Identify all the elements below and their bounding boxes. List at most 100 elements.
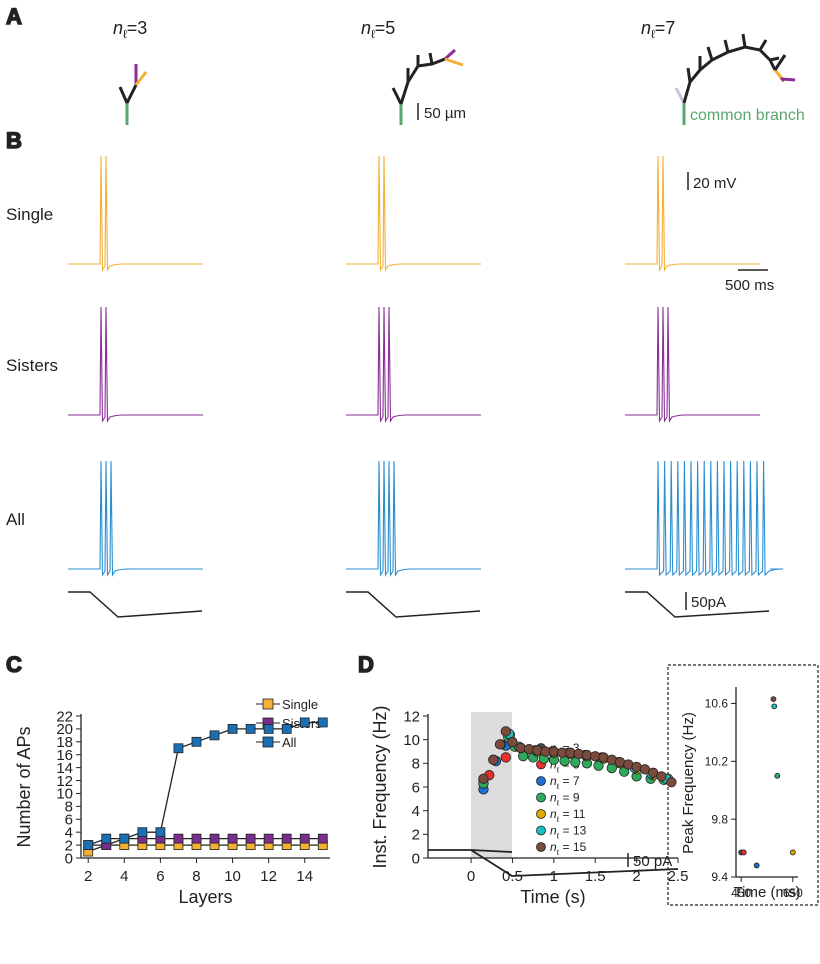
marker: [245, 833, 256, 844]
marker: [507, 736, 518, 748]
symbol-label: nℓ=5: [361, 18, 395, 41]
symbol-label: nℓ=3: [113, 18, 147, 41]
symbol-label: nℓ = 7: [550, 774, 580, 791]
legend-label: 7: [573, 774, 580, 788]
symbol-sub: ℓ: [651, 28, 655, 41]
voltage-trace: [68, 155, 203, 272]
legend-eq: =: [559, 774, 573, 788]
y-axis-title: Peak Frequency (Hz): [680, 712, 697, 854]
legend-label: 15: [573, 840, 587, 854]
symbol-sub: ℓ: [371, 28, 375, 41]
x-tick-label: 2: [84, 868, 92, 885]
symbol-base: n: [641, 18, 651, 38]
voltage-trace: [625, 155, 760, 272]
symbol-sub: ℓ: [556, 832, 560, 841]
x-tick-label: 2: [632, 868, 640, 885]
x-tick-label: 12: [260, 868, 277, 885]
symbol-base: n: [550, 824, 557, 838]
column-value: =3: [127, 18, 148, 38]
marker: [488, 754, 499, 765]
legend-label: 9: [573, 791, 580, 805]
symbol-label: nℓ = 15: [550, 840, 587, 857]
legend-marker: [262, 736, 274, 748]
scale-label: 500 ms: [725, 277, 774, 294]
legend-label: All: [282, 735, 297, 750]
panel-label: D: [358, 652, 374, 677]
y-tick-label: 10.6: [705, 697, 729, 711]
marker: [155, 827, 166, 838]
symbol-sub: ℓ: [556, 766, 560, 775]
scale-label: 50 pA: [633, 853, 672, 870]
marker: [317, 833, 328, 844]
y-tick-label: 0: [65, 850, 73, 867]
marker: [137, 827, 148, 838]
scale-label: 20 mV: [693, 175, 736, 192]
voltage-trace: [625, 306, 760, 423]
row-label: Single: [6, 205, 53, 224]
marker: [263, 833, 274, 844]
y-tick-label: 12: [403, 708, 420, 725]
marker: [500, 726, 511, 737]
marker: [281, 724, 292, 734]
marker: [83, 840, 94, 850]
y-tick-label: 10.2: [705, 755, 729, 769]
y-tick-label: 20: [56, 721, 73, 738]
voltage-trace: [68, 460, 203, 577]
legend-label: 11: [573, 807, 586, 821]
marker: [753, 862, 760, 869]
x-tick-label: 1: [550, 868, 558, 885]
legend-eq: =: [559, 807, 573, 821]
panel-label: B: [6, 128, 22, 153]
symbol-base: n: [113, 18, 123, 38]
y-tick-label: 22: [56, 708, 73, 725]
legend-label: 13: [573, 824, 587, 838]
y-tick-label: 10: [56, 786, 73, 803]
x-tick-label: 14: [296, 868, 313, 885]
symbol-base: n: [550, 774, 557, 788]
y-axis-title: Inst. Frequency (Hz): [370, 705, 390, 868]
marker: [263, 724, 274, 734]
symbol-sub: ℓ: [556, 848, 560, 857]
y-tick-label: 2: [412, 827, 420, 844]
symbol-base: n: [361, 18, 371, 38]
marker: [281, 833, 292, 844]
y-tick-label: 12: [56, 773, 73, 790]
marker: [656, 771, 667, 782]
symbol-base: n: [550, 791, 557, 805]
scale-label: 50pA: [691, 594, 726, 611]
marker: [771, 703, 778, 710]
panel-label: C: [6, 652, 22, 677]
marker: [299, 833, 310, 844]
morphology: [118, 33, 796, 125]
x-axis-title: Time (ms): [734, 884, 801, 901]
x-axis-title: Layers: [178, 887, 232, 907]
y-tick-label: 6: [65, 812, 73, 829]
symbol-sub: ℓ: [556, 782, 560, 791]
marker: [740, 849, 747, 856]
y-tick-label: 0: [412, 850, 420, 867]
row-label: Sisters: [6, 356, 58, 375]
marker: [666, 777, 677, 788]
marker: [317, 717, 328, 728]
legend-marker: [536, 825, 546, 836]
x-tick-label: 0: [467, 868, 475, 885]
marker: [101, 833, 112, 844]
marker: [774, 772, 781, 779]
marker: [191, 833, 202, 844]
symbol-sub: ℓ: [123, 28, 127, 41]
marker: [789, 849, 796, 856]
symbol-label: nℓ = 9: [550, 791, 580, 808]
marker: [227, 833, 238, 844]
symbol-label: nℓ=7: [641, 18, 675, 41]
symbol-base: n: [550, 840, 557, 854]
row-label: All: [6, 510, 25, 529]
marker: [500, 752, 511, 763]
symbol-sub: ℓ: [556, 799, 560, 808]
marker: [299, 717, 310, 728]
legend-eq: =: [559, 824, 573, 838]
marker: [173, 833, 184, 844]
legend-marker: [536, 842, 546, 852]
x-tick-label: 450: [731, 886, 751, 900]
